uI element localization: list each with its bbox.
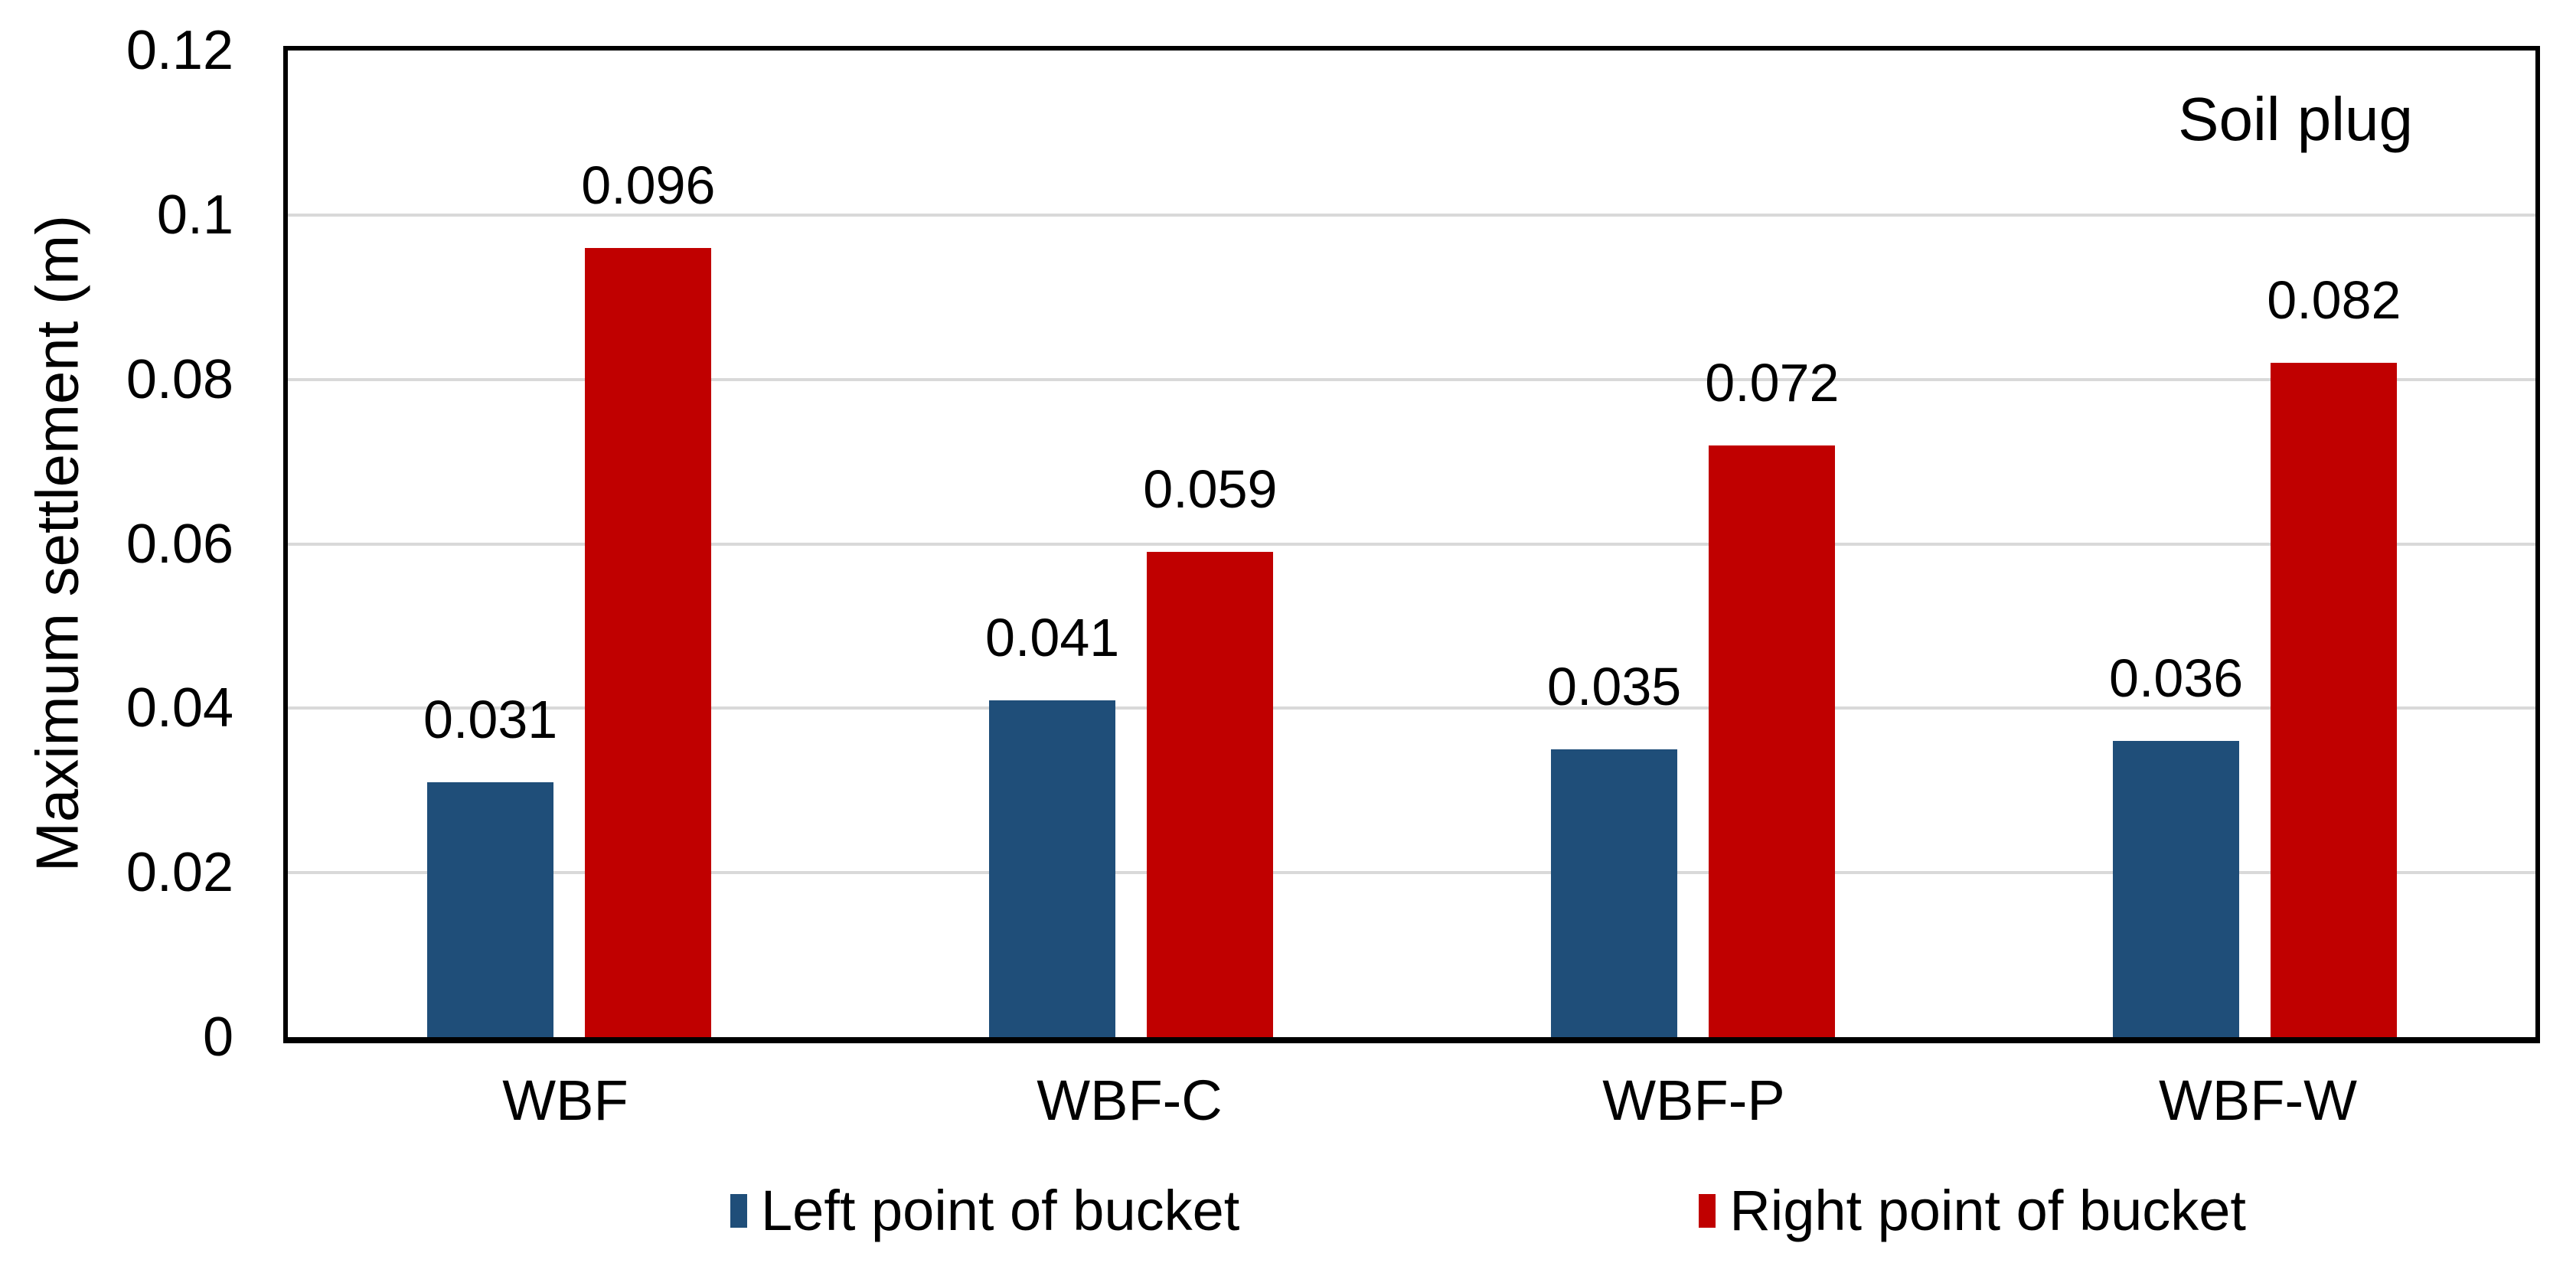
data-label: 0.082 (2267, 270, 2401, 331)
data-label: 0.036 (2109, 648, 2244, 709)
gridline (288, 871, 2535, 875)
data-label: 0.072 (1705, 352, 1840, 413)
x-tick-label-WBF: WBF (502, 1069, 628, 1132)
legend-swatch-icon (1699, 1194, 1716, 1228)
data-label: 0.059 (1143, 459, 1278, 520)
gridline (288, 706, 2535, 710)
x-tick-label-WBF-W: WBF-W (2159, 1069, 2357, 1132)
y-tick-label: 0.1 (156, 184, 233, 246)
legend-label: Right point of bucket (1729, 1179, 2246, 1242)
category-slot: 0.031 0.096 (288, 51, 850, 1037)
y-tick-label: 0.08 (126, 348, 233, 410)
gridline (288, 542, 2535, 546)
bar-left-WBF (427, 782, 554, 1037)
bar-right-WBF-W (2271, 363, 2398, 1037)
data-label: 0.035 (1547, 657, 1682, 717)
data-label: 0.031 (423, 690, 558, 750)
y-tick-label: 0.12 (126, 20, 233, 81)
x-axis-ticks: WBF WBF-C WBF-P WBF-W (283, 1070, 2540, 1139)
legend-swatch-icon (730, 1194, 748, 1228)
y-tick-label: 0 (202, 1007, 233, 1068)
y-tick-label: 0.06 (126, 513, 233, 575)
legend: Left point of bucket Right point of bucke… (360, 1179, 2576, 1243)
legend-label: Left point of bucket (761, 1179, 1240, 1242)
y-tick-label: 0.02 (126, 842, 233, 904)
bar-left-WBF-W (2113, 741, 2240, 1037)
bar-left-WBF-C (989, 700, 1116, 1037)
annotation-soil-plug: Soil plug (2178, 85, 2413, 153)
bar-right-WBF-C (1147, 552, 1274, 1037)
category-slot: 0.036 0.082 (1974, 51, 2535, 1037)
y-tick-label: 0.04 (126, 677, 233, 739)
y-axis-ticks: 0 0.02 0.04 0.06 0.08 0.1 0.12 (0, 20, 233, 1068)
bar-left-WBF-P (1551, 749, 1678, 1037)
bar-right-WBF-P (1709, 445, 1836, 1037)
category-slot: 0.041 0.059 (850, 51, 1412, 1037)
x-tick-label-WBF-P: WBF-P (1602, 1069, 1785, 1132)
data-label: 0.096 (581, 155, 716, 215)
x-tick-label-WBF-C: WBF-C (1037, 1069, 1223, 1132)
data-label: 0.041 (985, 607, 1120, 667)
category-slot: 0.035 0.072 (1412, 51, 1974, 1037)
gridline (288, 213, 2535, 217)
gridline (288, 377, 2535, 381)
plot-area: Soil plug 0.031 0.096 0.041 0.059 0.035 0.072… (283, 46, 2540, 1043)
legend-entry-left: Left point of bucket (730, 1179, 1239, 1243)
legend-entry-right: Right point of bucket (1699, 1179, 2246, 1243)
bar-right-WBF (585, 247, 712, 1037)
